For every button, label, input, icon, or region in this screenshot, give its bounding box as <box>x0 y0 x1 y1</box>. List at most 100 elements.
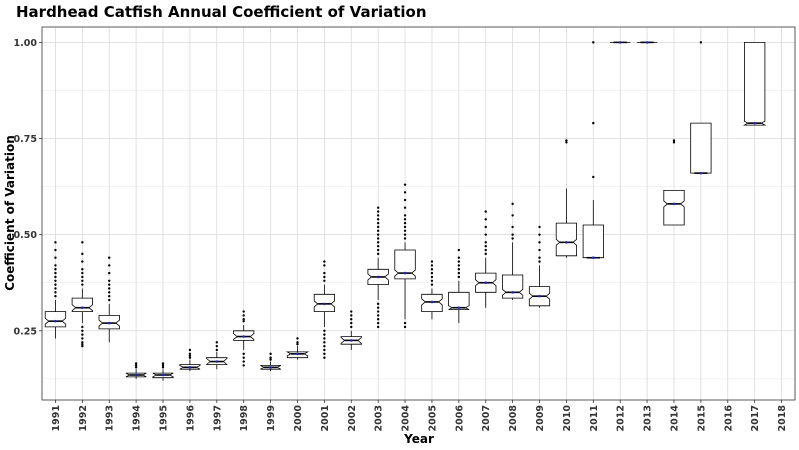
mean-marker <box>81 306 84 310</box>
x-tick-label: 1994 <box>132 405 143 432</box>
boxplot-2013 <box>636 41 658 44</box>
outlier-point <box>376 318 380 321</box>
outlier-point <box>242 319 245 323</box>
x-tick-label: 2013 <box>643 405 654 431</box>
outlier-point <box>323 352 326 356</box>
boxplot-2015 <box>690 41 712 175</box>
box <box>394 249 416 280</box>
plot-panel <box>41 26 796 401</box>
outlier-point <box>188 352 192 356</box>
x-axis-ticks: 1991 1992 1993 1994 1995 1996 1997 1998 1999 2000… <box>51 400 788 431</box>
x-tick-label: 1996 <box>185 405 196 432</box>
outlier-point <box>81 260 84 263</box>
x-tick-label: 1991 <box>51 405 62 431</box>
outlier-point <box>403 191 407 194</box>
x-tick-label: 1998 <box>239 405 250 432</box>
outlier-point <box>403 237 407 240</box>
boxplot-2007 <box>475 210 497 308</box>
outlier-point <box>403 214 407 217</box>
outlier-point <box>323 275 326 279</box>
outlier-point <box>296 343 299 346</box>
outlier-point <box>242 314 245 317</box>
x-tick-label: 2007 <box>481 405 492 431</box>
box <box>71 297 93 313</box>
outlier-point <box>54 283 57 286</box>
outlier-point <box>54 248 57 252</box>
outlier-point <box>108 291 111 294</box>
outlier-point <box>511 214 514 217</box>
boxplot-1994 <box>125 362 147 379</box>
outlier-point <box>54 279 57 282</box>
outlier-point <box>81 341 84 344</box>
outlier-point <box>242 360 245 363</box>
outlier-point <box>376 218 380 221</box>
mean-marker <box>699 171 703 175</box>
outlier-point <box>430 268 434 271</box>
box <box>742 42 767 126</box>
outlier-point <box>511 237 514 240</box>
y-axis-title: Coefficient of Variation <box>3 135 17 291</box>
outlier-point <box>108 283 111 286</box>
outlier-point <box>215 344 219 348</box>
outlier-point <box>323 356 326 359</box>
outlier-point <box>376 325 380 329</box>
outlier-point <box>161 364 165 367</box>
outlier-point <box>81 279 84 282</box>
x-tick-label: 1995 <box>159 405 170 431</box>
boxplot-2004 <box>394 183 416 329</box>
mean-marker <box>618 41 622 44</box>
x-tick-label: 2012 <box>616 405 627 431</box>
x-tick-label: 2004 <box>401 405 412 432</box>
outlier-point <box>430 271 434 275</box>
mean-marker <box>376 275 380 279</box>
outlier-point <box>81 283 84 286</box>
outlier-point <box>323 337 326 340</box>
x-tick-label: 1997 <box>212 405 223 431</box>
outlier-point <box>484 210 487 213</box>
boxplot-2003 <box>367 206 389 329</box>
outlier-point <box>511 233 514 236</box>
outlier-point <box>538 241 541 244</box>
outlier-point <box>108 279 111 282</box>
outlier-point <box>108 298 111 302</box>
x-tick-label: 2018 <box>777 405 788 432</box>
outlier-point <box>323 264 326 267</box>
box <box>448 291 470 311</box>
grid <box>42 27 795 400</box>
outlier-point <box>403 225 407 229</box>
outlier-point <box>403 233 407 236</box>
outlier-point <box>376 221 380 225</box>
outlier-point <box>54 287 57 290</box>
outlier-point <box>81 271 84 275</box>
outlier-point <box>350 314 353 317</box>
outlier-point <box>108 271 111 275</box>
x-tick-label: 2006 <box>454 405 465 432</box>
mean-marker <box>134 373 138 377</box>
outlier-point <box>484 248 487 252</box>
outlier-point <box>484 225 487 229</box>
x-tick-label: 2015 <box>696 405 707 431</box>
outlier-point <box>592 175 595 179</box>
outlier-point <box>376 225 380 229</box>
outlier-point <box>54 275 57 279</box>
outlier-point <box>215 348 219 352</box>
outlier-point <box>296 341 299 344</box>
outlier-point <box>376 237 380 240</box>
boxplot-1992 <box>71 241 93 348</box>
outlier-point <box>161 366 165 369</box>
boxplot-2000 <box>285 337 310 360</box>
boxplot-2014 <box>663 139 685 226</box>
outlier-point <box>376 206 380 209</box>
outlier-point <box>538 248 541 252</box>
mean-marker <box>672 202 676 206</box>
mean-marker <box>215 360 219 363</box>
outlier-point <box>323 260 326 263</box>
outlier-point <box>430 283 434 286</box>
outlier-point <box>242 364 245 367</box>
boxplot-2009 <box>528 225 551 308</box>
x-tick-label: 2009 <box>535 405 546 431</box>
outlier-point <box>430 275 434 279</box>
outlier-point <box>269 358 272 361</box>
outlier-point <box>188 354 192 357</box>
